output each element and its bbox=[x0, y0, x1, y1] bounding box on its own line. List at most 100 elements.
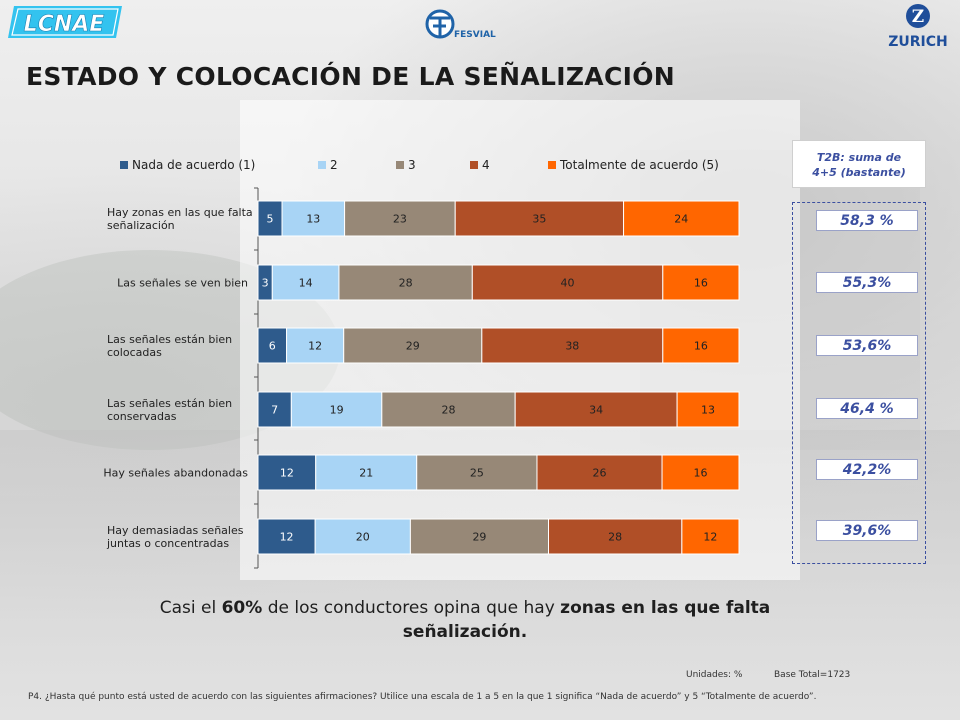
legend-label-3: 3 bbox=[408, 158, 416, 172]
t2b-value-4: 46,4 % bbox=[816, 398, 918, 419]
data-label: 6 bbox=[269, 340, 276, 353]
bar-segment bbox=[623, 200, 740, 237]
t2b-value-6: 39,6% bbox=[816, 520, 918, 541]
t2b-heading-line2: 4+5 (bastante) bbox=[812, 166, 906, 179]
bar-segment bbox=[257, 200, 283, 237]
bar-segment bbox=[343, 327, 483, 364]
data-label: 19 bbox=[330, 404, 344, 417]
legend-label-1: Nada de acuerdo (1) bbox=[132, 158, 256, 172]
data-label: 14 bbox=[299, 277, 313, 290]
data-label: 40 bbox=[561, 277, 575, 290]
chart-legend: Nada de acuerdo (1) 2 3 4 Totalmente de … bbox=[120, 158, 740, 174]
data-label: 28 bbox=[608, 531, 622, 544]
bar-segment bbox=[681, 518, 740, 555]
data-label: 35 bbox=[532, 213, 546, 226]
bar-segment bbox=[338, 264, 473, 301]
legend-label-2: 2 bbox=[330, 158, 338, 172]
legend-item-3: 3 bbox=[396, 158, 416, 172]
bar-segment bbox=[271, 264, 340, 301]
bar-segment bbox=[454, 200, 625, 237]
bar-segment bbox=[286, 327, 345, 364]
t2b-heading: T2B: suma de 4+5 (bastante) bbox=[792, 140, 926, 188]
conclusion-bold2: zonas en las que falta bbox=[560, 598, 771, 618]
legend-item-5: Totalmente de acuerdo (5) bbox=[548, 158, 719, 172]
category-label: juntas o concentradas bbox=[106, 537, 229, 550]
data-label: 16 bbox=[694, 467, 708, 480]
conclusion-text: Casi el 60% de los conductores opina que… bbox=[100, 596, 830, 644]
bar-segment bbox=[548, 518, 683, 555]
bar-segment bbox=[381, 391, 516, 428]
data-label: 38 bbox=[565, 340, 579, 353]
data-label: 3 bbox=[262, 277, 269, 290]
category-label: conservadas bbox=[107, 410, 177, 423]
t2b-value-1: 58,3 % bbox=[816, 210, 918, 231]
conclusion-part1: Casi el bbox=[159, 598, 222, 618]
data-label: 12 bbox=[280, 467, 294, 480]
bar-segment bbox=[662, 327, 740, 364]
category-label: Las señales están bien bbox=[107, 397, 232, 410]
data-label: 12 bbox=[703, 531, 717, 544]
svg-text:LCNAE: LCNAE bbox=[24, 12, 105, 37]
legend-label-4: 4 bbox=[482, 158, 490, 172]
question-footnote: P4. ¿Hasta qué punto está usted de acuer… bbox=[28, 692, 817, 702]
data-label: 20 bbox=[356, 531, 370, 544]
data-label: 29 bbox=[472, 531, 486, 544]
bar-segment bbox=[536, 454, 663, 491]
data-label: 28 bbox=[399, 277, 413, 290]
category-label: señalización bbox=[107, 219, 175, 232]
bar-segment bbox=[344, 200, 456, 237]
category-label: Las señales se ven bien bbox=[117, 277, 248, 290]
legend-item-2: 2 bbox=[318, 158, 338, 172]
t2b-value-5: 42,2% bbox=[816, 459, 918, 480]
legend-swatch-5 bbox=[548, 161, 556, 169]
lcnae-logo: LCNAE bbox=[8, 6, 122, 38]
units-note: Unidades: % bbox=[686, 670, 743, 680]
legend-item-4: 4 bbox=[470, 158, 490, 172]
data-label: 24 bbox=[674, 213, 688, 226]
bar-segment bbox=[257, 327, 288, 364]
bar-segment bbox=[409, 518, 550, 555]
legend-label-5: Totalmente de acuerdo (5) bbox=[560, 158, 719, 172]
data-label: 5 bbox=[267, 213, 274, 226]
data-label: 12 bbox=[308, 340, 322, 353]
fesvial-logo: FESVIAL bbox=[425, 9, 496, 40]
data-label: 29 bbox=[406, 340, 420, 353]
data-label: 16 bbox=[694, 277, 708, 290]
category-label: Hay señales abandonadas bbox=[103, 467, 248, 480]
bar-segment bbox=[661, 454, 740, 491]
zurich-logo: Z ZURICH bbox=[888, 4, 948, 50]
data-label: 16 bbox=[694, 340, 708, 353]
data-label: 26 bbox=[593, 467, 607, 480]
category-label: Hay demasiadas señales bbox=[107, 524, 244, 537]
t2b-value-3: 53,6% bbox=[816, 335, 918, 356]
conclusion-bold3: señalización. bbox=[402, 622, 528, 642]
data-label: 13 bbox=[701, 404, 715, 417]
data-label: 13 bbox=[306, 213, 320, 226]
data-label: 12 bbox=[280, 531, 294, 544]
category-label: Hay zonas en las que falta bbox=[107, 206, 253, 219]
bar-segment bbox=[416, 454, 538, 491]
data-label: 23 bbox=[393, 213, 407, 226]
t2b-frame bbox=[792, 202, 926, 564]
data-label: 21 bbox=[359, 467, 373, 480]
data-label: 7 bbox=[271, 404, 278, 417]
data-label: 28 bbox=[441, 404, 455, 417]
bar-segment bbox=[290, 391, 383, 428]
data-label: 34 bbox=[589, 404, 603, 417]
category-label: Las señales están bien bbox=[107, 333, 232, 346]
category-label: colocadas bbox=[107, 346, 162, 359]
svg-text:Z: Z bbox=[912, 7, 924, 27]
page-title: ESTADO Y COLOCACIÓN DE LA SEÑALIZACIÓN bbox=[26, 62, 675, 91]
legend-swatch-1 bbox=[120, 161, 128, 169]
legend-item-1: Nada de acuerdo (1) bbox=[120, 158, 255, 172]
bar-segment bbox=[662, 264, 740, 301]
svg-text:ZURICH: ZURICH bbox=[888, 34, 948, 50]
legend-swatch-2 bbox=[318, 161, 326, 169]
conclusion-part2: de los conductores opina que hay bbox=[262, 598, 561, 618]
bar-segment bbox=[257, 454, 317, 491]
data-label: 25 bbox=[470, 467, 484, 480]
t2b-value-2: 55,3% bbox=[816, 272, 918, 293]
legend-swatch-4 bbox=[470, 161, 478, 169]
conclusion-bold1: 60% bbox=[221, 598, 263, 618]
